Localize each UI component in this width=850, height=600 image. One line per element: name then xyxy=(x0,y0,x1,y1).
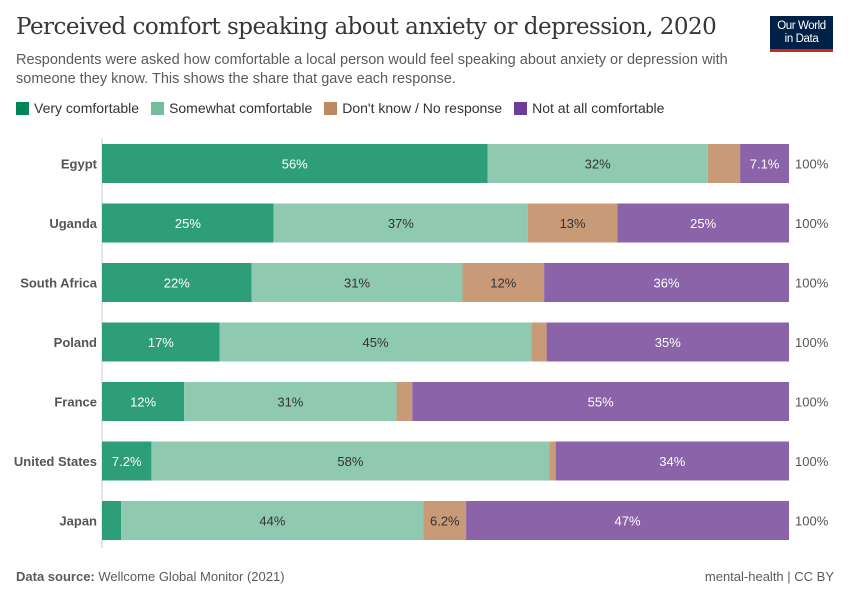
bar-segment xyxy=(396,382,413,421)
data-label: 58% xyxy=(337,454,363,469)
bar-segment xyxy=(102,263,252,302)
data-source: Data source: Wellcome Global Monitor (20… xyxy=(16,569,285,584)
data-label: 12% xyxy=(130,395,156,410)
data-label: 36% xyxy=(654,276,680,291)
bar-segment xyxy=(251,263,463,302)
category-label: Egypt xyxy=(61,157,98,172)
data-label: 7.2% xyxy=(112,454,142,469)
data-label: 31% xyxy=(344,276,370,291)
bar-segment xyxy=(544,263,789,302)
data-label: 31% xyxy=(277,395,303,410)
data-label: 55% xyxy=(588,395,614,410)
bar-segment xyxy=(527,203,618,243)
bar-segment xyxy=(555,441,789,481)
total-label: 100% xyxy=(795,216,829,231)
data-label: 25% xyxy=(175,216,201,231)
chart-subtitle: Respondents were asked how comfortable a… xyxy=(16,52,728,87)
source-link[interactable]: Wellcome Global Monitor (2021) xyxy=(98,569,285,584)
bar-segment xyxy=(121,501,424,540)
bar-segment xyxy=(462,263,545,302)
bar-segment xyxy=(740,144,789,183)
data-label: 45% xyxy=(363,335,389,350)
legend-swatch xyxy=(324,101,338,115)
data-label: 56% xyxy=(282,157,308,172)
data-label: 13% xyxy=(560,216,586,231)
owid-logo[interactable]: Our World in Data xyxy=(770,16,833,52)
bar-segment xyxy=(184,382,397,421)
category-label: United States xyxy=(14,454,97,469)
data-label: 37% xyxy=(388,216,414,231)
bar-segment xyxy=(707,144,741,183)
data-label: 17% xyxy=(148,335,174,350)
legend-swatch xyxy=(151,101,165,115)
legend-label: Not at all comfortable xyxy=(532,100,665,116)
source-label: Data source: xyxy=(16,569,95,584)
bar-segment xyxy=(487,144,708,183)
data-label: 22% xyxy=(164,276,190,291)
bar-segment xyxy=(549,441,556,481)
bar-segment xyxy=(617,203,789,243)
bar-segment xyxy=(219,322,532,362)
chart-title: Perceived comfort speaking about anxiety… xyxy=(16,14,717,40)
data-label: 7.1% xyxy=(750,157,780,172)
data-label: 44% xyxy=(259,514,285,529)
bar-segment xyxy=(102,382,185,421)
category-label: Japan xyxy=(59,514,97,529)
category-label: South Africa xyxy=(20,276,98,291)
data-label: 47% xyxy=(615,514,641,529)
bar-segment xyxy=(151,441,550,481)
bar-segment xyxy=(102,501,122,540)
footer-right[interactable]: mental-health | CC BY xyxy=(704,569,834,584)
total-label: 100% xyxy=(795,276,829,291)
bar-segment xyxy=(531,322,547,362)
legend-label: Very comfortable xyxy=(34,100,140,116)
legend-item[interactable]: Very comfortable xyxy=(16,100,139,116)
legend-label: Somewhat comfortable xyxy=(169,100,313,116)
bar-segment xyxy=(102,203,274,243)
category-label: Poland xyxy=(54,335,97,350)
data-label: 6.2% xyxy=(430,514,460,529)
legend-item[interactable]: Somewhat comfortable xyxy=(151,100,312,116)
bar-segment xyxy=(466,501,789,540)
total-label: 100% xyxy=(795,395,829,410)
legend-item[interactable]: Don't know / No response xyxy=(324,100,502,116)
category-label: France xyxy=(54,395,97,410)
total-label: 100% xyxy=(795,454,829,469)
bar-segment xyxy=(412,382,789,421)
legend-swatch xyxy=(16,101,29,115)
legend: Very comfortable Somewhat comfortable Don'… xyxy=(16,100,664,116)
legend-swatch xyxy=(514,101,528,115)
data-label: 32% xyxy=(585,157,611,172)
data-label: 34% xyxy=(659,454,685,469)
total-label: 100% xyxy=(795,335,829,350)
bar-segment xyxy=(102,441,152,481)
data-label: 25% xyxy=(690,216,716,231)
data-label: 35% xyxy=(655,335,681,350)
bar-segment xyxy=(102,144,488,183)
bar-segment xyxy=(546,322,789,362)
total-label: 100% xyxy=(795,514,829,529)
total-label: 100% xyxy=(795,157,829,172)
bar-segment xyxy=(102,322,220,362)
bar-segment xyxy=(273,203,528,243)
bar-segment xyxy=(423,501,467,540)
legend-label: Don't know / No response xyxy=(342,100,503,116)
data-label: 12% xyxy=(490,276,516,291)
category-label: Uganda xyxy=(49,216,97,231)
legend-item[interactable]: Not at all comfortable xyxy=(514,100,664,116)
